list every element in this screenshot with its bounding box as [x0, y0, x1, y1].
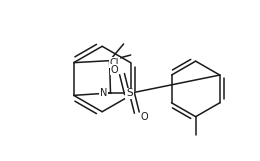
Text: N: N — [100, 88, 107, 98]
Text: O: O — [141, 112, 148, 122]
Text: S: S — [126, 88, 133, 98]
Text: O: O — [111, 65, 118, 75]
Text: Cl: Cl — [110, 58, 119, 68]
